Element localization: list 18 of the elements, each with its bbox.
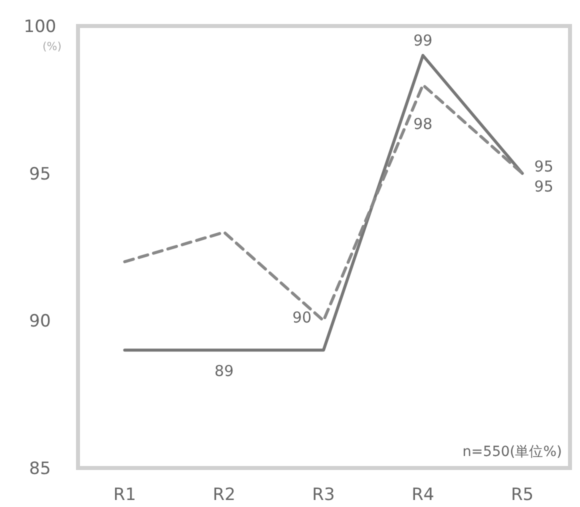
data-label: 90 [292,308,312,327]
y-axis-title: (%) [42,40,62,53]
x-tick-label: R2 [212,485,236,505]
data-label: 95 [534,157,554,176]
data-label: 95 [534,177,554,196]
annotation: n=550(単位%) [462,444,562,460]
y-tick-label: 90 [29,312,51,332]
data-label: 99 [413,31,432,50]
data-label: 89 [214,362,234,380]
y-tick-label: 95 [29,164,51,184]
x-tick-label: R5 [510,485,534,505]
x-tick-label: R4 [412,485,434,505]
y-tick-label: 85 [29,459,51,479]
x-tick-label: R1 [113,485,136,505]
x-tick-label: R3 [312,485,335,505]
data-label: 98 [413,114,432,133]
y-tick-label: 100 [24,17,56,37]
line-series [123,83,524,322]
